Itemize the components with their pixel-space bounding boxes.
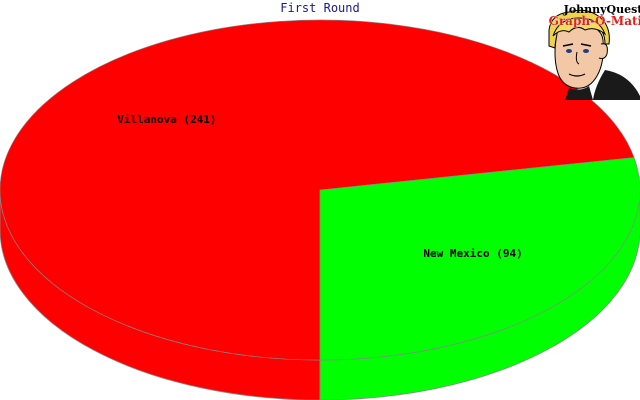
- logo-line-1: JohnnyQuest: [563, 3, 640, 16]
- slice-label-new-mexico: New Mexico (94): [423, 247, 522, 260]
- chart-title: First Round: [280, 1, 360, 15]
- slice-villanova: [0, 19, 635, 361]
- logo-line-2: Graph-O-Matic: [549, 14, 640, 28]
- pie-tops: [0, 19, 640, 361]
- slice-label-villanova: Villanova (241): [117, 113, 216, 126]
- cartoon-boy-face-icon: [548, 9, 640, 100]
- pie-labels: Villanova (241) New Mexico (94): [117, 113, 523, 260]
- graph-o-matic-logo: JohnnyQuest Graph-O-Matic: [548, 3, 640, 100]
